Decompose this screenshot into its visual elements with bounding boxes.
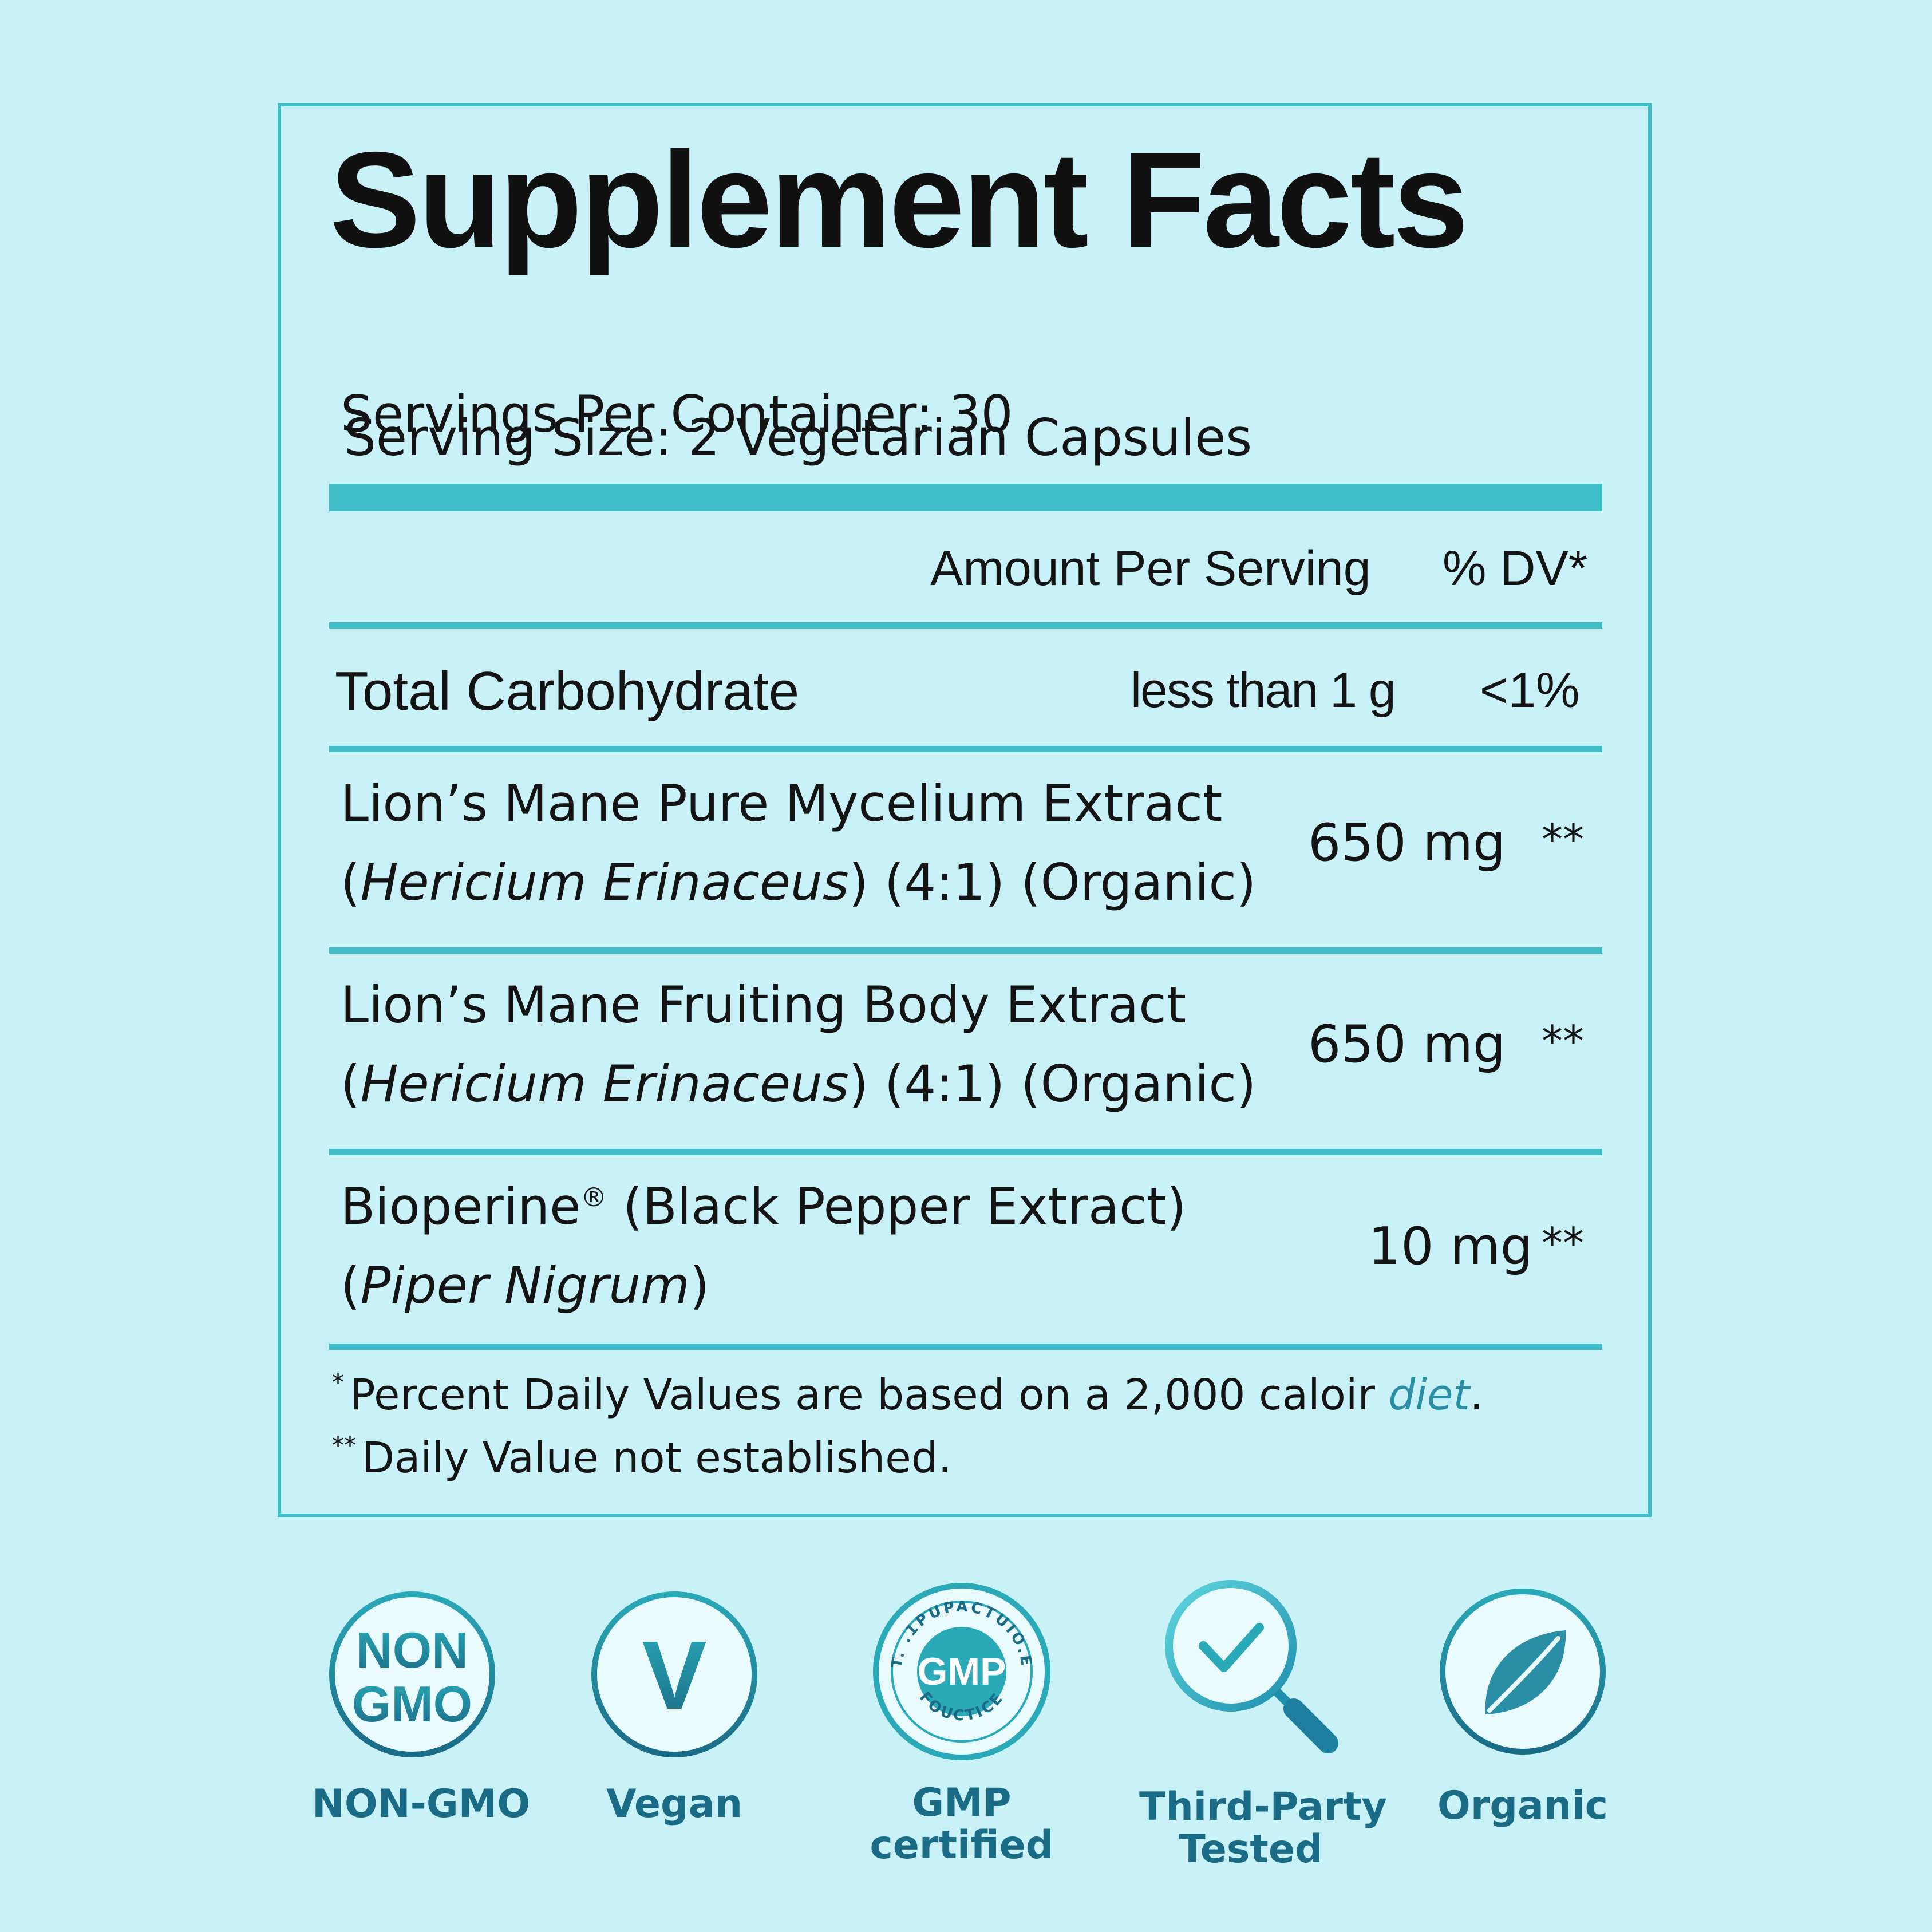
svg-text:GMO: GMO [352,1676,472,1732]
row-name-line2: (Hericium Erinaceus) (4:1) (Organic) [341,1054,1257,1113]
row-name: Lion’s Mane Pure Mycelium Extract [341,774,1223,833]
header-amount: Amount Per Serving [930,541,1371,596]
badge-label-third-party: Third-Party Tested [1139,1784,1387,1872]
svg-text:GMP: GMP [918,1650,1006,1693]
gmp-seal-icon: T. .1PUPACTUIO.E FOUCTICE GMP [873,1583,1050,1760]
badge-label-vegan: Vegan [606,1781,742,1827]
magnifier-check-icon [1165,1580,1338,1753]
row-dv: ** [1542,1017,1584,1066]
facts-title: Supplement Facts [330,124,1469,276]
footnote-not-established: ** Daily Value not established. [332,1431,952,1483]
svg-text:V: V [642,1621,706,1730]
supplement-facts-panel: Supplement Facts Serving Size: 2 Vegetar… [278,103,1652,1517]
row-amount: 650 mg [1308,1014,1506,1074]
header-dv: % DV* [1443,541,1588,596]
row-name: Total Carbohydrate [335,661,800,722]
row-name-line2: (Piper Nigrum) [341,1256,710,1315]
row-name: Bioperine® (Black Pepper Extract) [341,1177,1187,1236]
badge-label-non-gmo: NON-GMO [312,1781,531,1827]
divider [329,947,1602,954]
leaf-icon [1440,1589,1606,1755]
badge-label-organic: Organic [1437,1783,1608,1828]
servings-per-container: Servings Per Container: 30 [341,385,1013,444]
badge-label-gmp: GMP certified [870,1780,1054,1868]
thick-divider [329,484,1602,511]
svg-text:NON: NON [356,1622,468,1678]
divider [329,746,1602,752]
divider [329,622,1602,629]
row-name: Lion’s Mane Fruiting Body Extract [341,975,1187,1034]
row-name-line2: (Hericium Erinaceus) (4:1) (Organic) [341,853,1257,912]
row-dv: ** [1542,815,1584,864]
divider [329,1149,1602,1155]
divider [329,1344,1602,1350]
vegan-v-icon: V [591,1591,757,1757]
non-gmo-icon: NON GMO [329,1591,495,1757]
footnote-dv: * Percent Daily Values are based on a 2,0… [332,1368,1484,1420]
row-amount: less than 1 g [1131,663,1396,718]
row-dv: ** [1542,1219,1584,1268]
row-amount: 650 mg [1308,813,1506,873]
row-dv: <1% [1480,663,1580,718]
serving-size: Serving Size: 2 Vegetarian Capsules [344,408,1253,467]
row-amount: 10 mg [1368,1216,1533,1277]
